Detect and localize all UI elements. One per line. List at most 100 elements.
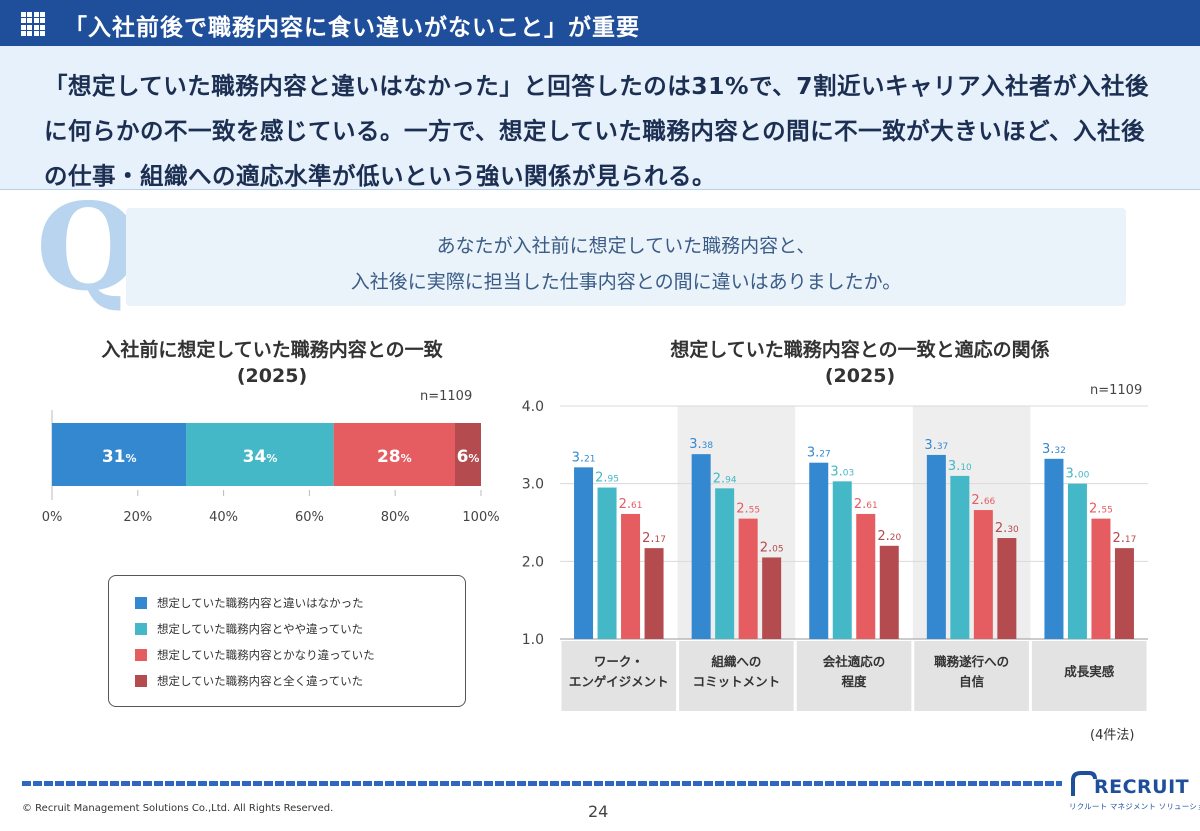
category-label-box [796, 641, 912, 711]
legend-item: 想定していた職務内容とかなり違っていた [135, 647, 375, 663]
bar-value-label: 3.37 [924, 438, 948, 453]
scale-note: (4件法) [1090, 728, 1135, 743]
category-label: 組織への [711, 654, 761, 669]
legend-swatch [135, 649, 147, 661]
bar [574, 467, 594, 639]
legend-label: 想定していた職務内容とやや違っていた [157, 622, 364, 636]
question-line-2: 入社後に実際に担当した仕事内容との間に違いはありましたか。 [350, 271, 902, 293]
summary-text: 「想定していた職務内容と違いはなかった」と回答したのは31%で、7割近いキャリア… [44, 72, 1149, 190]
category-label: エンゲイジメント [569, 674, 669, 689]
bar-value-label: 2.61 [619, 497, 643, 512]
legend-item: 想定していた職務内容とやや違っていた [135, 621, 363, 637]
category-label-box [1031, 641, 1147, 711]
legend-swatch [135, 597, 147, 609]
bar-value-label: 2.94 [713, 471, 737, 486]
bar [879, 545, 899, 639]
left-chart-subtitle: (2025) [236, 365, 308, 387]
copyright: © Recruit Management Solutions Co.,Ltd. … [22, 803, 334, 814]
bar [973, 510, 993, 639]
bar [621, 513, 641, 639]
legend-item: 想定していた職務内容と全く違っていた [135, 673, 363, 689]
y-tick-label: 1.0 [522, 632, 544, 648]
legend-label: 想定していた職務内容と違いはなかった [157, 596, 364, 610]
x-tick-label: 60% [295, 510, 324, 525]
bar-value-label: 3.32 [1042, 442, 1066, 457]
bar [738, 518, 758, 639]
legend-label: 想定していた職務内容と全く違っていた [157, 674, 364, 688]
segment-value-label: 31% [102, 447, 137, 467]
left-chart-n: n=1109 [420, 389, 473, 404]
recruit-logo: RECRUIT リクルート マネジメント ソリューションズ [1066, 768, 1200, 818]
legend-swatch [135, 675, 147, 687]
question-text: あなたが入社前に想定していた職務内容と、 入社後に実際に担当した仕事内容との間に… [126, 228, 1126, 300]
bar [856, 513, 876, 639]
category-label: ワーク・ [594, 654, 644, 669]
bar-value-label: 2.17 [1113, 531, 1137, 546]
bar-value-label: 2.55 [736, 502, 760, 517]
logo-subtitle: リクルート マネジメント ソリューションズ [1069, 802, 1200, 811]
bar-value-label: 2.05 [760, 540, 784, 555]
bar [1067, 483, 1087, 639]
grouped-bar-chart: 1.02.03.04.03.212.952.612.17ワーク・エンゲイジメント… [522, 399, 1148, 711]
stacked-bar-segment [186, 423, 334, 486]
bar [691, 454, 711, 639]
stacked-bar-segment [333, 423, 455, 486]
bar [950, 475, 970, 639]
bar-value-label: 3.03 [830, 464, 854, 479]
category-label-box [679, 641, 794, 711]
bar [997, 538, 1017, 639]
legend-label: 想定していた職務内容とかなり違っていた [157, 648, 375, 662]
page-title: 「入社前後で職務内容に食い違いがないこと」が重要 [64, 15, 640, 41]
bar [1114, 548, 1134, 639]
y-tick-label: 2.0 [522, 554, 544, 570]
left-stacked-bar-chart: 0% 20% 40% 60% 80% 100% 31% 34% 28% 6% [42, 410, 500, 525]
segment-value-label: 28% [377, 447, 412, 467]
category-label: コミットメント [693, 674, 781, 689]
x-tick-label: 80% [381, 510, 410, 525]
segment-value-label: 34% [243, 447, 278, 467]
question-line-1: あなたが入社前に想定していた職務内容と、 [436, 235, 816, 257]
category-label-box [914, 641, 1029, 711]
legend: 想定していた職務内容と違いはなかった 想定していた職務内容とやや違っていた 想定… [108, 575, 466, 707]
header-bar: 「入社前後で職務内容に食い違いがないこと」が重要 [0, 0, 1200, 46]
category-label: 会社適応の [823, 654, 886, 669]
y-tick-label: 4.0 [522, 399, 544, 415]
right-chart-subtitle: (2025) [824, 365, 896, 387]
left-chart-title-main: 入社前に想定していた職務内容との一致 [101, 339, 443, 361]
right-chart-title: 想定していた職務内容との一致と適応の関係 (2025) [600, 337, 1120, 389]
bar-value-label: 2.55 [1089, 502, 1113, 517]
category-label: 職務遂行への [934, 654, 1009, 669]
x-tick-label: 20% [123, 510, 152, 525]
category-label: 自信 [959, 674, 985, 689]
grid-icon [21, 12, 45, 36]
logo-text: RECRUIT [1094, 776, 1190, 798]
bar-value-label: 2.17 [642, 531, 666, 546]
x-tick-label: 40% [209, 510, 238, 525]
category-label: 程度 [841, 674, 867, 689]
category-label-box [561, 641, 677, 711]
bar-value-label: 2.30 [995, 521, 1019, 536]
legend-swatch [135, 623, 147, 635]
bar-value-label: 3.10 [948, 459, 972, 474]
question-box: あなたが入社前に想定していた職務内容と、 入社後に実際に担当した仕事内容との間に… [126, 208, 1126, 306]
stacked-bar-segment [52, 423, 187, 486]
bar [715, 488, 735, 639]
question-mark-letter: Q [36, 177, 141, 318]
recruit-logo-icon [1071, 771, 1097, 796]
right-chart-n: n=1109 [1090, 383, 1143, 398]
left-chart-title: 入社前に想定していた職務内容との一致 (2025) [62, 337, 482, 389]
page-number: 24 [588, 802, 609, 821]
right-chart-title-main: 想定していた職務内容との一致と適応の関係 [670, 339, 1050, 361]
bar-value-label: 2.95 [595, 471, 619, 486]
segment-value-label: 6% [457, 447, 480, 467]
bar-value-label: 2.61 [854, 497, 878, 512]
bar [762, 557, 782, 639]
bar-value-label: 2.66 [971, 493, 995, 508]
x-tick-label: 0% [42, 510, 63, 525]
x-tick-label: 100% [462, 510, 499, 525]
bar [1091, 518, 1111, 639]
y-tick-label: 3.0 [522, 477, 544, 493]
bar-value-label: 3.21 [572, 450, 596, 465]
legend-item: 想定していた職務内容と違いはなかった [135, 595, 364, 611]
bar-value-label: 3.00 [1066, 467, 1090, 482]
